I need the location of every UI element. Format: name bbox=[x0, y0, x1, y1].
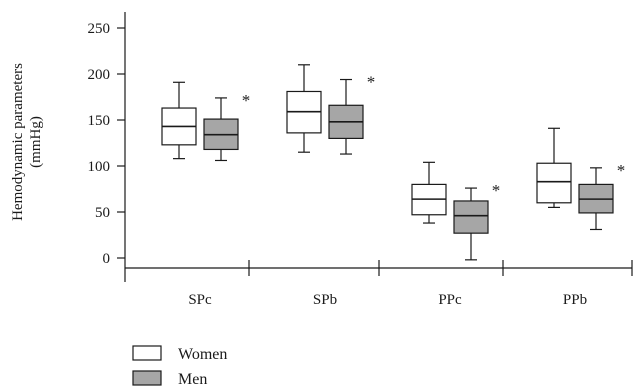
x-category-label: PPc bbox=[438, 292, 462, 308]
x-category-label: PPb bbox=[563, 292, 587, 308]
box-women-ppc bbox=[411, 161, 447, 224]
box-women-spb bbox=[286, 64, 322, 153]
box-men-ppc: * bbox=[453, 181, 501, 261]
significance-marker: * bbox=[617, 161, 626, 180]
iqr-box bbox=[536, 162, 572, 204]
y-axis-label: Hemodynamic parameters (mmHg) bbox=[10, 63, 44, 221]
x-category-label: SPb bbox=[313, 292, 337, 308]
y-axis-label-line: Hemodynamic parameters bbox=[10, 63, 26, 221]
legend-swatch-women bbox=[132, 345, 162, 361]
legend-swatch-men bbox=[132, 370, 162, 386]
y-tick-label: 50 bbox=[95, 205, 110, 221]
y-tick-label: 0 bbox=[103, 251, 111, 267]
box-series: * * * * bbox=[161, 64, 626, 261]
x-axis: SPc SPb PPc PPb bbox=[125, 260, 633, 308]
legend-label-women: Women bbox=[178, 346, 227, 363]
legend-label-men: Men bbox=[178, 371, 207, 388]
y-tick-label: 200 bbox=[88, 67, 111, 83]
x-category-label: SPc bbox=[188, 292, 212, 308]
box-men-spb: * bbox=[328, 73, 376, 155]
y-tick-label: 250 bbox=[88, 21, 111, 37]
y-tick-label: 100 bbox=[88, 159, 111, 175]
legend: Women Men bbox=[132, 345, 227, 388]
box-women-spc bbox=[161, 81, 197, 160]
significance-marker: * bbox=[242, 91, 251, 110]
y-tick-label: 150 bbox=[88, 113, 111, 129]
y-axis: 0 50 100 150 200 250 bbox=[88, 12, 126, 282]
box-men-spc: * bbox=[203, 91, 251, 162]
y-axis-label-line: (mmHg) bbox=[28, 116, 44, 168]
box-men-ppb: * bbox=[578, 161, 626, 231]
iqr-box bbox=[453, 200, 489, 234]
significance-marker: * bbox=[492, 181, 501, 200]
box-women-ppb bbox=[536, 127, 572, 208]
significance-marker: * bbox=[367, 73, 376, 92]
